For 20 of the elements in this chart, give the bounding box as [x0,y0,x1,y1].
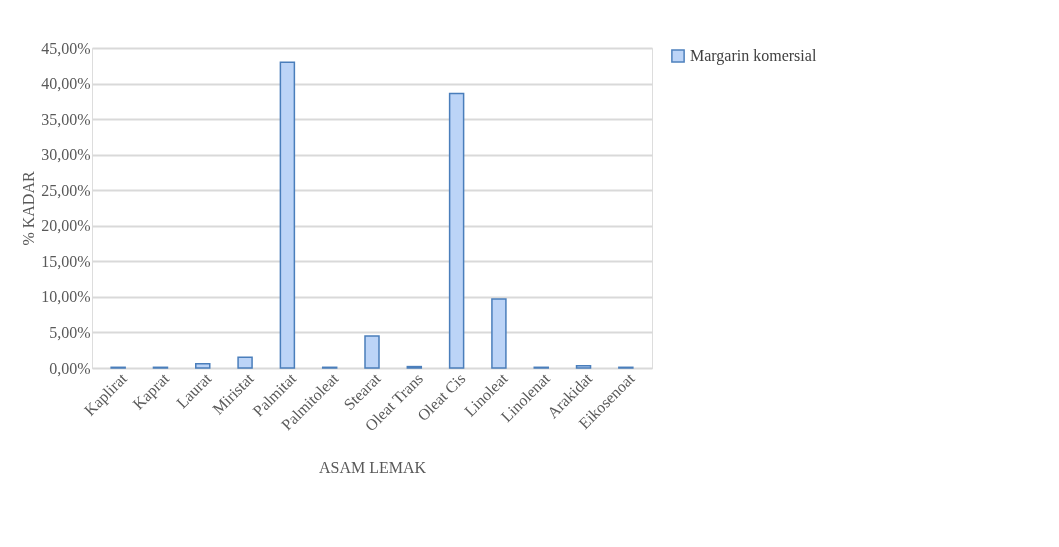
bar [575,365,592,369]
y-tick-label: 40,00% [41,75,91,93]
y-tick-label: 45,00% [41,39,91,57]
bar [237,356,253,369]
bar [491,298,507,369]
y-tick-label: 5,00% [49,323,91,341]
bar [448,92,465,369]
y-tick-label: 30,00% [41,146,91,164]
x-axis-title: ASAM LEMAK [318,458,427,476]
y-tick-label: 15,00% [41,252,91,270]
legend-label: Margarin komersial [690,47,817,65]
y-tick-label: 25,00% [41,181,91,199]
y-tick-label: 10,00% [41,288,91,306]
bar [195,362,211,369]
y-tick-label: 20,00% [41,217,91,235]
y-tick-label: 0,00% [49,359,91,377]
bar [364,335,380,369]
bar [279,61,296,369]
y-tick-label: 35,00% [41,110,91,128]
y-axis-title: % KADAR [20,171,38,246]
